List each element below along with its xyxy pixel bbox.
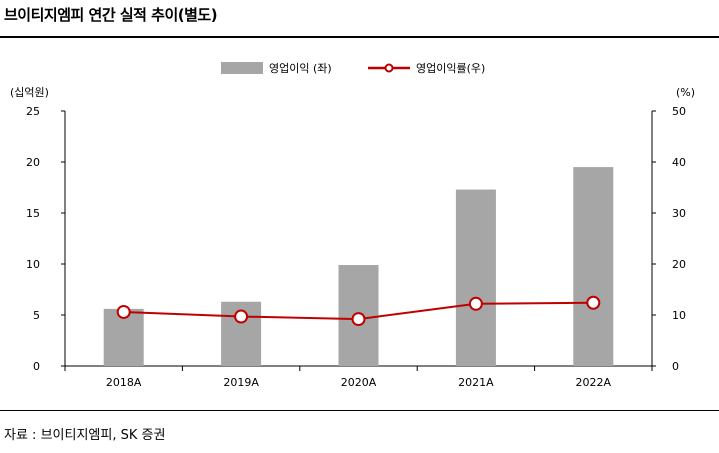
left-tick-label: 15: [26, 207, 40, 220]
margin-point-2022A: [586, 295, 601, 310]
legend-line-label: 영업이익률(우): [416, 62, 485, 75]
source-note: 자료 : 브이티지엠피, SK 증권: [4, 428, 166, 443]
right-tick-label: 10: [672, 309, 686, 322]
left-tick-label: 20: [26, 156, 40, 169]
x-tick-label: 2019A: [223, 376, 259, 389]
left-tick-label: 0: [33, 360, 40, 373]
legend-line-marker: [384, 63, 394, 73]
bottom-divider: [0, 410, 719, 411]
left-tick-label: 10: [26, 258, 40, 271]
right-tick-label: 20: [672, 258, 686, 271]
chart: 영업이익 (좌) 영업이익률(우) (십억원) (%) 0 5 10 15 20 25 0 1…: [10, 62, 695, 389]
x-tick-label: 2020A: [341, 376, 377, 389]
x-tick-label: 2022A: [576, 376, 612, 389]
bar-2022A: [573, 167, 614, 366]
left-tick-label: 25: [26, 105, 40, 118]
line-series: [116, 295, 601, 327]
legend-bar-swatch: [221, 62, 263, 74]
x-tick-label: 2018A: [106, 376, 142, 389]
x-tick-labels: 2018A 2019A 2020A 2021A 2022A: [106, 376, 612, 389]
legend: 영업이익 (좌) 영업이익률(우): [221, 62, 485, 75]
bars: [103, 167, 614, 366]
right-tick-label: 50: [672, 105, 686, 118]
right-tick-label: 0: [672, 360, 679, 373]
legend-bar-label: 영업이익 (좌): [269, 62, 332, 75]
left-tick-label: 5: [33, 309, 40, 322]
margin-point-2019A: [234, 309, 249, 324]
right-tick-label: 30: [672, 207, 686, 220]
bar-2021A: [455, 189, 496, 366]
margin-point-2021A: [468, 296, 483, 311]
margin-point-2020A: [351, 312, 366, 327]
top-divider: [0, 36, 719, 38]
margin-point-2018A: [116, 304, 131, 319]
left-axis-label: (십억원): [10, 86, 49, 99]
x-tick-label: 2021A: [458, 376, 494, 389]
page-title: 브이티지엠피 연간 실적 추이(별도): [4, 6, 218, 24]
right-tick-label: 40: [672, 156, 686, 169]
right-axis-label: (%): [676, 86, 695, 99]
